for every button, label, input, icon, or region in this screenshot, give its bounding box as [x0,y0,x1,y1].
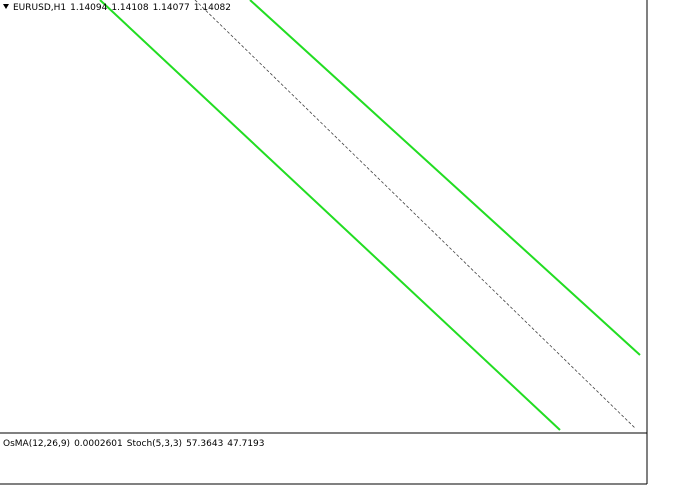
channel-midline [194,0,636,429]
stoch-main-last: 57.3643 [186,439,223,449]
channel-line [99,0,561,431]
symbol: EURUSD,H1 [13,3,66,13]
channel-line [249,0,641,356]
stoch-signal-last: 47.7193 [227,439,264,449]
stoch-label: Stoch(5,3,3) [127,439,182,449]
osma-label: OsMA(12,26,9) [3,439,70,449]
chart-header: EURUSD,H1 1.14094 1.14108 1.14077 1.14082 [13,3,231,13]
ohlc-value: 1.14077 [153,3,190,13]
oscillator-header: OsMA(12,26,9) 0.0002601 Stoch(5,3,3) 57.364… [3,439,265,449]
osma-last: 0.0002601 [74,439,123,449]
ohlc-value: 1.14082 [194,3,231,13]
ohlc-value: 1.14094 [70,3,107,13]
symbol-icon [3,4,9,9]
ohlc-value: 1.14108 [111,3,148,13]
